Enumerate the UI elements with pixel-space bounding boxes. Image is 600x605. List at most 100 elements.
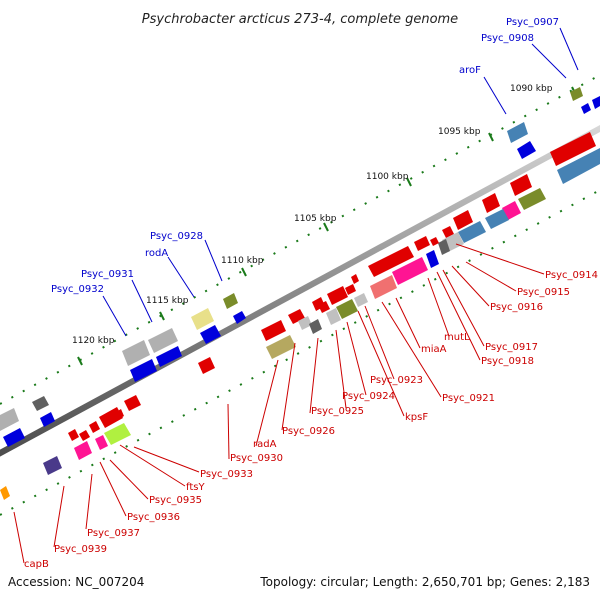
gene-label[interactable]: Psyc_0921 (442, 393, 495, 404)
topology-label: Topology: circular; Length: 2,650,701 bp… (259, 575, 590, 589)
gene-feature[interactable] (89, 421, 100, 433)
gene-feature[interactable] (414, 236, 430, 251)
gene-feature[interactable] (298, 316, 312, 330)
gene-label[interactable]: Psyc_0937 (87, 528, 140, 539)
gene-label[interactable]: Psyc_0914 (545, 270, 598, 281)
gene-label[interactable]: Psyc_0917 (485, 342, 538, 353)
gene-feature[interactable] (458, 221, 486, 243)
gene-feature[interactable] (518, 188, 546, 210)
gene-label[interactable]: Psyc_0935 (149, 495, 202, 506)
gene-feature[interactable] (550, 132, 596, 166)
gene-feature[interactable] (200, 325, 221, 344)
page-title: Psychrobacter arcticus 273-4, complete g… (142, 12, 458, 27)
gene-feature[interactable] (430, 237, 439, 246)
forward-gene-labels: Psyc_0907 Psyc_0908 aroF Psyc_0928 rodA … (51, 17, 559, 295)
tick-label: 1095 kbp (438, 127, 481, 137)
gene-feature[interactable] (581, 103, 591, 114)
gene-label[interactable]: Psyc_0926 (282, 426, 335, 437)
gene-feature[interactable] (426, 250, 439, 268)
gene-label[interactable]: Psyc_0932 (51, 284, 104, 295)
gene-label[interactable]: kpsF (405, 412, 428, 423)
tick-label: 1115 kbp (146, 296, 189, 306)
gene-label[interactable]: Psyc_0928 (150, 231, 203, 242)
gene-feature[interactable] (318, 301, 330, 313)
gene-feature[interactable] (368, 246, 414, 277)
gene-label[interactable]: Psyc_0907 (506, 17, 559, 28)
gene-feature[interactable] (261, 320, 286, 341)
gene-label[interactable]: Psyc_0924 (342, 391, 395, 402)
tick-labels: 1090 kbp 1095 kbp 1100 kbp 1105 kbp 1110… (72, 84, 553, 346)
gene-feature[interactable] (0, 408, 19, 431)
gene-feature[interactable] (124, 395, 141, 411)
tick-label: 1120 kbp (72, 336, 115, 346)
gene-label[interactable]: aroF (459, 65, 481, 76)
gene-feature[interactable] (3, 428, 25, 447)
gene-label[interactable]: Psyc_0933 (200, 469, 253, 480)
major-tick (488, 132, 494, 142)
gene-feature[interactable] (266, 335, 296, 359)
gene-feature[interactable] (309, 319, 322, 334)
gene-feature[interactable] (116, 409, 124, 419)
gene-feature[interactable] (482, 193, 500, 213)
gene-feature[interactable] (130, 359, 157, 382)
gene-feature[interactable] (223, 293, 238, 309)
gene-label[interactable]: rodA (145, 248, 168, 259)
tick-label: 1090 kbp (510, 84, 553, 94)
gene-label[interactable]: Psyc_0916 (490, 302, 543, 313)
gene-feature[interactable] (442, 226, 454, 238)
gene-label[interactable]: miaA (421, 344, 447, 355)
gene-label[interactable]: Psyc_0925 (311, 406, 364, 417)
gene-label[interactable]: Psyc_0930 (230, 453, 283, 464)
gene-feature[interactable] (32, 396, 49, 411)
gene-feature[interactable] (326, 308, 341, 325)
gene-label[interactable]: Psyc_0936 (127, 512, 180, 523)
tick-label: 1100 kbp (366, 172, 409, 182)
gene-feature[interactable] (336, 299, 358, 319)
gene-feature[interactable] (104, 423, 131, 445)
gene-label[interactable]: Psyc_0931 (81, 269, 134, 280)
gene-feature[interactable] (453, 210, 473, 230)
gene-label[interactable]: Psyc_0918 (481, 356, 534, 367)
gene-feature[interactable] (95, 435, 108, 450)
gene-feature[interactable] (43, 456, 62, 475)
gene-feature[interactable] (198, 357, 215, 374)
gene-feature[interactable] (79, 430, 90, 441)
gene-feature[interactable] (0, 486, 10, 500)
forward-genes (0, 87, 600, 447)
gene-feature[interactable] (122, 340, 150, 366)
gene-feature[interactable] (191, 308, 214, 330)
gene-feature[interactable] (68, 429, 79, 441)
gene-feature[interactable] (370, 275, 397, 299)
gene-feature[interactable] (156, 346, 182, 367)
gene-feature[interactable] (510, 174, 532, 196)
gene-feature[interactable] (557, 148, 600, 184)
gene-label[interactable]: mutL (444, 332, 470, 343)
gene-label[interactable]: radA (253, 439, 277, 450)
gene-feature[interactable] (438, 239, 450, 255)
gene-feature[interactable] (233, 311, 246, 324)
gene-feature[interactable] (592, 96, 600, 109)
gene-feature[interactable] (570, 87, 583, 101)
gene-label[interactable]: Psyc_0923 (370, 375, 423, 386)
gene-feature[interactable] (507, 122, 528, 143)
gene-feature[interactable] (288, 309, 305, 324)
gene-feature[interactable] (327, 286, 348, 305)
gene-feature[interactable] (40, 412, 55, 427)
gene-feature[interactable] (517, 141, 536, 159)
gene-feature[interactable] (74, 441, 92, 460)
gene-feature[interactable] (148, 328, 178, 353)
gene-feature[interactable] (392, 257, 428, 285)
gene-label[interactable]: ftsY (186, 482, 205, 493)
tick-rows (0, 74, 600, 516)
gene-feature[interactable] (351, 274, 359, 284)
gene-feature[interactable] (345, 284, 356, 295)
gene-feature[interactable] (354, 293, 368, 307)
gene-label[interactable]: Psyc_0908 (481, 33, 534, 44)
gene-feature[interactable] (502, 201, 521, 220)
label-leaders (13, 27, 579, 564)
gene-feature[interactable] (485, 209, 509, 229)
gene-label[interactable]: capB (24, 559, 49, 570)
gene-label[interactable]: Psyc_0939 (54, 544, 107, 555)
gene-label[interactable]: Psyc_0915 (517, 287, 570, 298)
